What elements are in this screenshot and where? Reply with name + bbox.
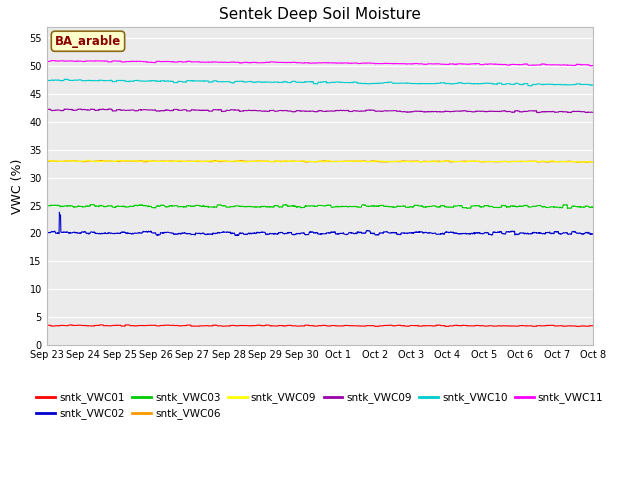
Y-axis label: VWC (%): VWC (%) [11, 158, 24, 214]
Legend: sntk_VWC01, sntk_VWC02, sntk_VWC03, sntk_VWC06, sntk_VWC09, sntk_VWC09, sntk_VWC: sntk_VWC01, sntk_VWC02, sntk_VWC03, sntk… [32, 388, 608, 424]
Text: BA_arable: BA_arable [55, 35, 121, 48]
Title: Sentek Deep Soil Moisture: Sentek Deep Soil Moisture [219, 7, 421, 22]
